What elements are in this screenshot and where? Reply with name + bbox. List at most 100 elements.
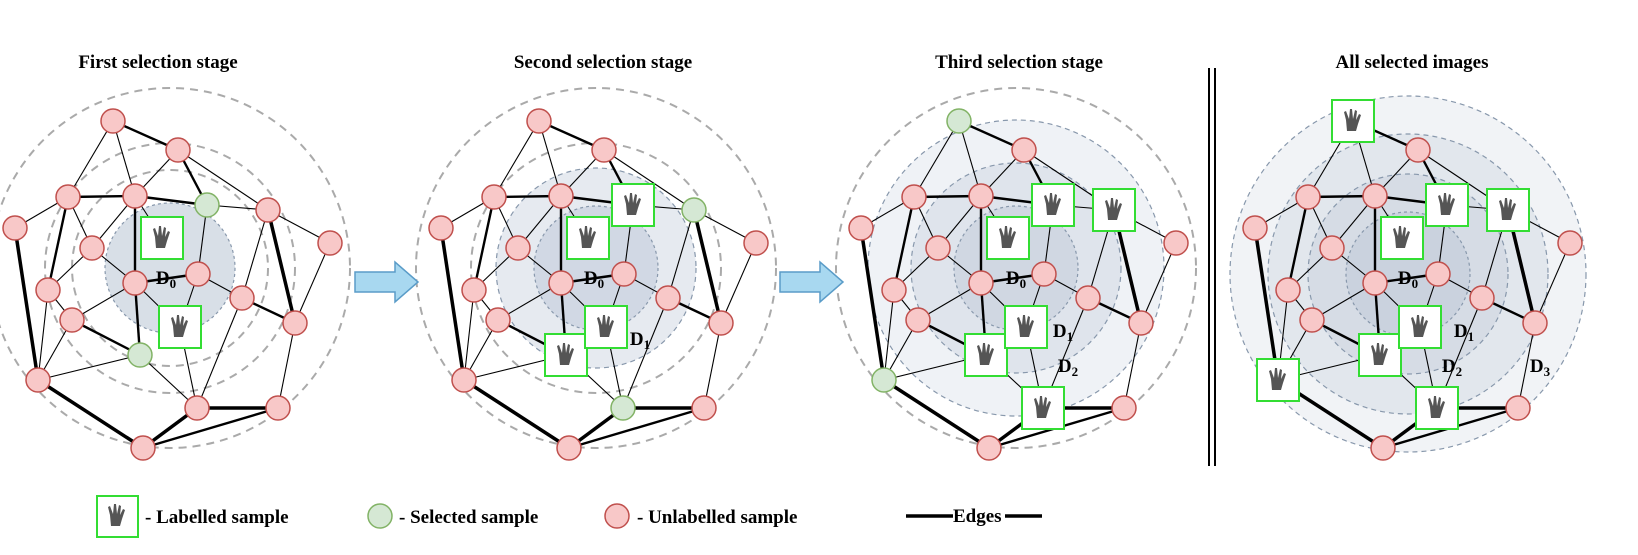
selected-sample: [194, 192, 220, 218]
labelled-sample: [964, 333, 1008, 377]
unlabelled-sample: [548, 183, 574, 209]
region-label: D0: [584, 268, 604, 291]
region-label: D0: [1006, 268, 1026, 291]
graph-edge: [142, 406, 279, 450]
graph-edge: [1123, 322, 1142, 409]
unlabelled-sample: [184, 395, 210, 421]
graph-edge: [177, 149, 269, 211]
unlabelled-sample: [1011, 137, 1037, 163]
graph-edge: [463, 289, 475, 381]
unlabelled-sample: [122, 270, 148, 296]
unlabelled-sample: [461, 277, 487, 303]
graph-edge: [1140, 242, 1177, 324]
unlabelled-sample: [451, 367, 477, 393]
unlabelled-sample: [25, 367, 51, 393]
dashed-ring: [415, 87, 777, 449]
graph-edge: [568, 406, 705, 450]
unlabelled-sample: [1522, 310, 1548, 336]
panel-2: D0 D1: [415, 87, 777, 461]
unlabelled-sample: [848, 215, 874, 241]
unlabelled-sample: [1362, 183, 1388, 209]
unlabelled-sample: [1425, 261, 1451, 287]
region-label: D2: [1442, 356, 1462, 379]
unlabelled-sample: [655, 285, 681, 311]
unlabelled-sample: [185, 261, 211, 287]
unlabelled-sample: [265, 395, 291, 421]
graph-edge: [603, 149, 695, 211]
unlabelled-sample: [481, 184, 507, 210]
unlabelled-sample: [1370, 435, 1396, 461]
region-label: D1: [630, 329, 650, 352]
dashed-ring: [71, 169, 269, 367]
graph-edge: [277, 322, 296, 409]
dashed-ring: [835, 87, 1197, 449]
graph-edge: [493, 120, 540, 198]
graph-edge: [538, 120, 562, 197]
panel-title-2: Second selection stage: [514, 52, 692, 73]
legend: - Labelled sample - Selected sample - Un…: [96, 495, 1042, 538]
selected-sample: [946, 108, 972, 134]
region-label: D0: [1398, 268, 1418, 291]
region-D0: [1229, 95, 1587, 453]
unlabelled-sample: [1075, 285, 1101, 311]
unlabelled-sample: [591, 137, 617, 163]
legend-selected-circle: [367, 503, 393, 529]
unlabelled-sample: [1031, 261, 1057, 287]
graph-edge: [720, 242, 757, 324]
unlabelled-sample: [1319, 235, 1345, 261]
unlabelled-sample: [130, 435, 156, 461]
graph-edge: [1286, 196, 1310, 291]
unlabelled-sample: [611, 261, 637, 287]
panel-3: D0 D1 D2: [835, 87, 1197, 461]
unlabelled-sample: [2, 215, 28, 241]
graph-edge: [67, 120, 114, 198]
selected-sample: [610, 395, 636, 421]
flow-arrow-1: [354, 260, 420, 304]
graph-edge: [913, 120, 960, 198]
unlabelled-sample: [317, 230, 343, 256]
graph-edge: [1534, 242, 1571, 324]
unlabelled-sample: [255, 197, 281, 223]
graph-edge: [859, 227, 886, 381]
graph-edge: [883, 378, 990, 450]
unlabelled-sample: [35, 277, 61, 303]
unlabelled-sample: [1111, 395, 1137, 421]
unlabelled-sample: [282, 310, 308, 336]
graph-edge: [294, 242, 331, 324]
graph-edge: [196, 297, 243, 409]
unlabelled-sample: [901, 184, 927, 210]
panels-layer: D0 D0 D1 D0 D1 D2 D0 D1 D2 D3: [0, 87, 1587, 461]
unlabelled-sample: [1362, 270, 1388, 296]
unlabelled-sample: [79, 235, 105, 261]
unlabelled-sample: [229, 285, 255, 311]
legend-unlabelled-circle: [604, 503, 630, 529]
unlabelled-sample: [100, 108, 126, 134]
legend-selected-text: - Selected sample: [399, 507, 538, 528]
unlabelled-sample: [548, 270, 574, 296]
selected-sample: [681, 197, 707, 223]
unlabelled-sample: [968, 270, 994, 296]
unlabelled-sample: [485, 307, 511, 333]
graph-edge: [266, 209, 297, 324]
dashed-ring: [0, 87, 351, 449]
region-D1: [1267, 133, 1549, 415]
unlabelled-sample: [1242, 215, 1268, 241]
selected-sample: [127, 342, 153, 368]
graph-edge: [439, 227, 466, 381]
unlabelled-sample: [1275, 277, 1301, 303]
unlabelled-sample: [59, 307, 85, 333]
unlabelled-sample: [1405, 137, 1431, 163]
flow-arrow-2: [779, 260, 845, 304]
panel-title-1: First selection stage: [78, 52, 237, 73]
unlabelled-sample: [1505, 395, 1531, 421]
graph-edge: [37, 354, 141, 381]
graph-edge: [46, 196, 70, 291]
panel-title-3: Third selection stage: [935, 52, 1103, 73]
unlabelled-sample: [976, 435, 1002, 461]
graph-edge: [692, 209, 723, 324]
unlabelled-sample: [122, 183, 148, 209]
unlabelled-sample: [905, 307, 931, 333]
unlabelled-sample: [925, 235, 951, 261]
unlabelled-sample: [505, 235, 531, 261]
